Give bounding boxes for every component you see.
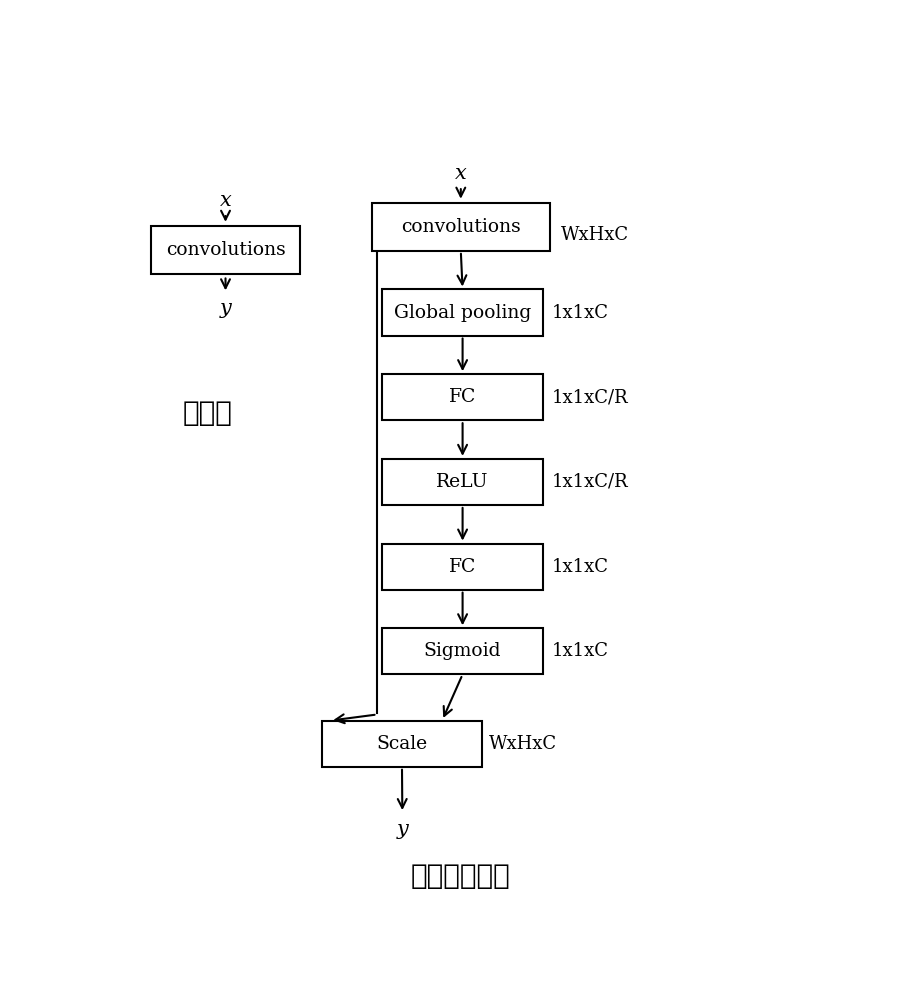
Text: Sigmoid: Sigmoid — [424, 642, 501, 660]
Bar — [151, 226, 301, 274]
Text: 1x1xC/R: 1x1xC/R — [550, 388, 628, 406]
Bar — [322, 721, 482, 767]
Text: 通道加权卷积: 通道加权卷积 — [411, 862, 510, 890]
Text: y: y — [220, 299, 232, 318]
Bar — [382, 374, 542, 420]
Text: ReLU: ReLU — [436, 473, 488, 491]
Text: y: y — [396, 820, 408, 839]
Text: WxHxC: WxHxC — [489, 735, 557, 753]
Text: 原卷积: 原卷积 — [183, 399, 233, 427]
Text: convolutions: convolutions — [401, 218, 520, 236]
Text: x: x — [220, 191, 232, 210]
Text: WxHxC: WxHxC — [560, 226, 628, 244]
Text: FC: FC — [448, 558, 476, 576]
Bar — [371, 203, 550, 251]
Text: 1x1xC: 1x1xC — [550, 642, 607, 660]
Bar — [382, 544, 542, 590]
Text: x: x — [454, 164, 466, 183]
Text: Global pooling: Global pooling — [393, 304, 530, 322]
Bar — [382, 459, 542, 505]
Text: FC: FC — [448, 388, 476, 406]
Text: 1x1xC/R: 1x1xC/R — [550, 473, 628, 491]
Text: convolutions: convolutions — [165, 241, 285, 259]
Text: Scale: Scale — [376, 735, 427, 753]
Text: 1x1xC: 1x1xC — [550, 558, 607, 576]
Bar — [382, 289, 542, 336]
Bar — [382, 628, 542, 674]
Text: 1x1xC: 1x1xC — [550, 304, 607, 322]
